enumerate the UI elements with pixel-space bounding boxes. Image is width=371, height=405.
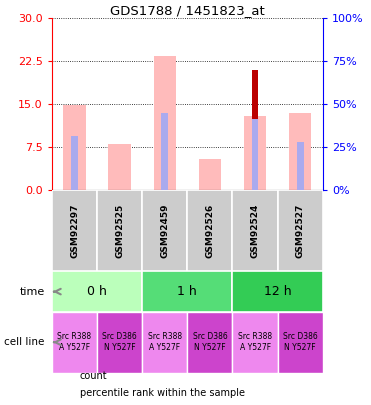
Text: GSM92525: GSM92525	[115, 204, 124, 258]
Bar	[289, 113, 312, 190]
Bar	[252, 70, 259, 190]
Bar	[142, 312, 187, 373]
Bar	[97, 312, 142, 373]
Bar	[198, 159, 221, 190]
Text: Src D386
N Y527F: Src D386 N Y527F	[102, 332, 137, 352]
Bar	[244, 116, 266, 190]
Bar	[154, 55, 176, 190]
Text: 0 h: 0 h	[87, 285, 107, 298]
Bar	[252, 119, 259, 190]
Bar	[297, 142, 303, 190]
Bar	[278, 312, 323, 373]
Title: GDS1788 / 1451823_at: GDS1788 / 1451823_at	[110, 4, 265, 17]
Bar	[187, 190, 233, 271]
Bar	[63, 105, 86, 190]
Bar	[233, 271, 323, 312]
Text: Src D386
N Y527F: Src D386 N Y527F	[193, 332, 227, 352]
Text: GSM92524: GSM92524	[250, 204, 260, 258]
Text: GSM92459: GSM92459	[160, 204, 169, 258]
Text: percentile rank within the sample: percentile rank within the sample	[80, 388, 245, 398]
Text: Src D386
N Y527F: Src D386 N Y527F	[283, 332, 318, 352]
Text: Src R388
A Y527F: Src R388 A Y527F	[148, 332, 182, 352]
Bar	[142, 190, 187, 271]
Bar	[108, 145, 131, 190]
Text: Src R388
A Y527F: Src R388 A Y527F	[238, 332, 272, 352]
Bar	[252, 119, 259, 190]
Text: GSM92526: GSM92526	[206, 204, 214, 258]
Bar	[233, 190, 278, 271]
Bar	[187, 312, 233, 373]
Bar	[161, 113, 168, 190]
Bar	[233, 312, 278, 373]
Bar	[97, 190, 142, 271]
Text: 12 h: 12 h	[264, 285, 292, 298]
Bar	[52, 271, 142, 312]
Bar	[52, 190, 97, 271]
Text: GSM92527: GSM92527	[296, 204, 305, 258]
Text: cell line: cell line	[4, 337, 45, 347]
Text: GSM92297: GSM92297	[70, 204, 79, 258]
Text: count: count	[80, 371, 107, 381]
Text: Src R388
A Y527F: Src R388 A Y527F	[58, 332, 92, 352]
Bar	[142, 271, 233, 312]
Bar	[71, 136, 78, 190]
Text: 1 h: 1 h	[177, 285, 197, 298]
Bar	[278, 190, 323, 271]
Text: time: time	[19, 287, 45, 296]
Bar	[52, 312, 97, 373]
